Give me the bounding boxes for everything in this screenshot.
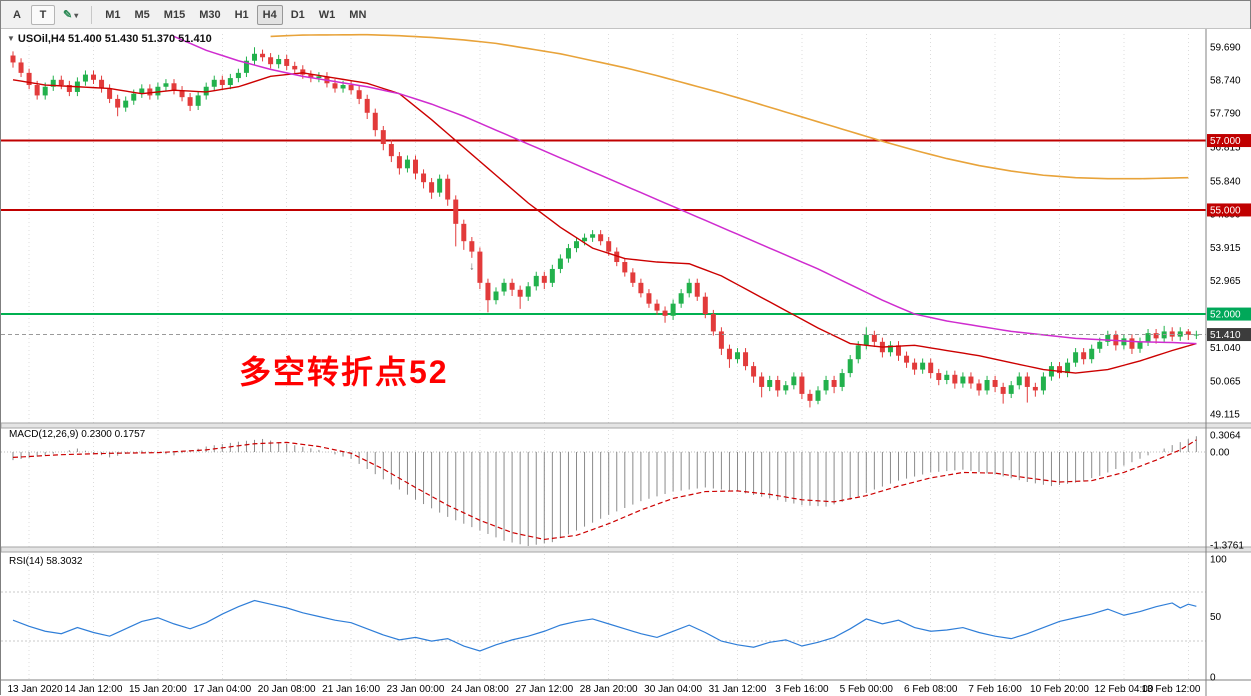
timeframe-w1[interactable]: W1 — [313, 5, 342, 25]
svg-text:24 Jan 08:00: 24 Jan 08:00 — [451, 684, 509, 695]
svg-text:12 Feb 04:00: 12 Feb 04:00 — [1094, 684, 1153, 695]
svg-text:7 Feb 16:00: 7 Feb 16:00 — [968, 684, 1022, 695]
svg-text:56.815: 56.815 — [1210, 142, 1241, 153]
svg-text:31 Jan 12:00: 31 Jan 12:00 — [709, 684, 767, 695]
timeframe-m15[interactable]: M15 — [158, 5, 191, 25]
timeframe-m30[interactable]: M30 — [193, 5, 226, 25]
timeframe-m1[interactable]: M1 — [99, 5, 126, 25]
pane-separator-1[interactable] — [1, 422, 1251, 429]
price-badge-57.000 — [1207, 134, 1251, 148]
chart-title-text: USOil,H4 51.400 51.430 51.370 51.410 — [17, 33, 212, 45]
chevron-down-icon: ▾ — [74, 11, 79, 20]
svg-text:14 Jan 12:00: 14 Jan 12:00 — [65, 684, 123, 695]
drawing-tool-dropdown[interactable]: ✎ ▾ — [57, 5, 84, 25]
svg-text:21 Jan 16:00: 21 Jan 16:00 — [322, 684, 380, 695]
timeframe-h1[interactable]: H1 — [229, 5, 255, 25]
rsi-line — [12, 599, 1197, 652]
time-axis: 13 Jan 2020 14 Jan 12:00 15 Jan 20:00 17 Ja… — [7, 684, 1200, 695]
svg-text:10 Feb 20:00: 10 Feb 20:00 — [1030, 684, 1089, 695]
price-badge-51.410 — [1207, 328, 1251, 342]
svg-text:53.915: 53.915 — [1210, 243, 1241, 254]
slow-ma-orange — [270, 33, 1189, 180]
price-badge-52.000 — [1207, 307, 1251, 321]
timeframe-group: M1 M5 M15 M30 H1 H4 D1 W1 MN — [99, 4, 372, 25]
svg-text:15 Jan 20:00: 15 Jan 20:00 — [129, 684, 187, 695]
toolbar-separator — [91, 5, 93, 24]
svg-text:51.040: 51.040 — [1210, 343, 1241, 354]
svg-text:52.965: 52.965 — [1210, 276, 1241, 287]
macd-axis: 0.3064 0.00 -1.3761 — [1210, 431, 1244, 552]
price-badge-text: 57.000 — [1210, 136, 1241, 147]
macd-label: MACD(12,26,9) 0.2300 0.1757 — [9, 429, 146, 440]
svg-text:0.3064: 0.3064 — [1210, 431, 1241, 442]
text-tool-button[interactable]: T — [31, 4, 55, 25]
chart-annotation: 多空转折点52 — [239, 354, 449, 390]
down-arrow-marker[interactable]: ↓ — [469, 261, 475, 273]
candles — [10, 47, 1199, 408]
timeframe-h4[interactable]: H4 — [256, 4, 283, 25]
toolbar: A T ✎ ▾ M1 M5 M15 M30 H1 H4 D1 W1 MN — [1, 1, 1250, 29]
macd-histogram — [12, 436, 1197, 546]
chart-area[interactable]: ↓59.69058.74057.79056.81555.84054.89053.… — [1, 29, 1251, 696]
timeframe-mn[interactable]: MN — [343, 5, 372, 25]
svg-text:0.00: 0.00 — [1210, 447, 1230, 458]
rsi-label: RSI(14) 58.3032 — [9, 556, 83, 567]
fast-ma-red — [12, 72, 1197, 374]
chart-canvas[interactable]: ↓59.69058.74057.79056.81555.84054.89053.… — [1, 29, 1251, 696]
timeframe-d1[interactable]: D1 — [285, 5, 311, 25]
price-badge-text: 51.410 — [1210, 330, 1241, 341]
svg-text:58.740: 58.740 — [1210, 76, 1241, 87]
pencil-icon: ✎ — [63, 9, 73, 21]
svg-text:27 Jan 12:00: 27 Jan 12:00 — [515, 684, 573, 695]
symbol-dropdown-icon[interactable]: ▼ — [7, 34, 15, 43]
price-badge-text: 55.000 — [1210, 205, 1241, 216]
rsi-axis: 100 50 0 — [1210, 555, 1227, 684]
svg-text:23 Jan 00:00: 23 Jan 00:00 — [387, 684, 445, 695]
cursor-tool-button[interactable]: A — [5, 5, 29, 25]
chart-title: ▼ USOil,H4 51.400 51.430 51.370 51.410 — [7, 33, 212, 45]
svg-text:49.115: 49.115 — [1210, 410, 1240, 421]
svg-text:0: 0 — [1210, 673, 1216, 684]
mid-ma-magenta — [173, 35, 1197, 345]
svg-text:13 Feb 12:00: 13 Feb 12:00 — [1142, 684, 1201, 695]
timeframe-m5[interactable]: M5 — [129, 5, 156, 25]
pane-separator-2[interactable] — [1, 546, 1251, 553]
svg-text:3 Feb 16:00: 3 Feb 16:00 — [775, 684, 829, 695]
price-badge-text: 52.000 — [1210, 310, 1241, 321]
svg-text:55.840: 55.840 — [1210, 176, 1241, 187]
svg-text:30 Jan 04:00: 30 Jan 04:00 — [644, 684, 702, 695]
svg-text:50.065: 50.065 — [1210, 377, 1241, 388]
svg-text:13 Jan 2020: 13 Jan 2020 — [7, 684, 62, 695]
svg-text:100: 100 — [1210, 555, 1227, 566]
svg-text:50: 50 — [1210, 612, 1222, 623]
svg-text:17 Jan 04:00: 17 Jan 04:00 — [193, 684, 251, 695]
svg-text:6 Feb 08:00: 6 Feb 08:00 — [904, 684, 958, 695]
macd-signal-line — [12, 439, 1197, 541]
svg-text:28 Jan 20:00: 28 Jan 20:00 — [580, 684, 638, 695]
svg-text:-1.3761: -1.3761 — [1210, 541, 1244, 552]
svg-text:59.690: 59.690 — [1210, 43, 1241, 54]
svg-text:20 Jan 08:00: 20 Jan 08:00 — [258, 684, 316, 695]
svg-text:5 Feb 00:00: 5 Feb 00:00 — [840, 684, 894, 695]
price-badge-55.000 — [1207, 203, 1251, 217]
svg-text:57.790: 57.790 — [1210, 109, 1241, 120]
